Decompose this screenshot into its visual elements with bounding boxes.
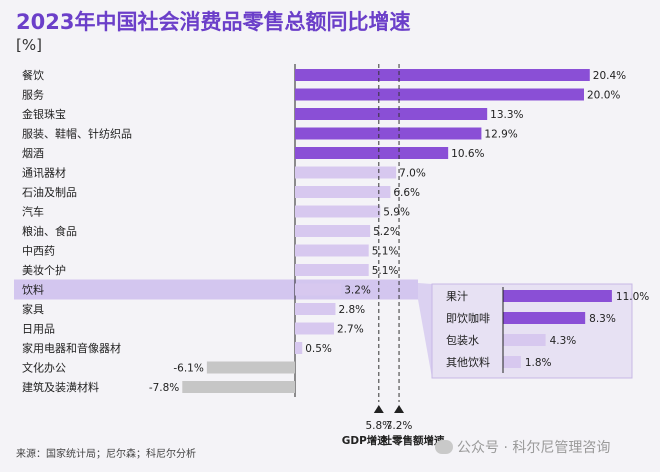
category-label-2: 金银珠宝 <box>22 107 66 121</box>
bar-8 <box>295 225 371 237</box>
value-label-12: 2.8% <box>338 304 365 316</box>
watermark: 公众号 · 科尔尼管理咨询 <box>435 437 610 457</box>
breakdown-label-2: 包装水 <box>446 334 479 347</box>
category-label-0: 餐饮 <box>22 68 44 82</box>
unit-label: [%] <box>16 36 42 54</box>
category-label-6: 石油及制品 <box>22 185 77 199</box>
bar-5 <box>295 166 397 179</box>
breakdown-value-3: 1.8% <box>525 357 552 369</box>
category-label-15: 文化办公 <box>22 361 66 375</box>
value-label-13: 2.7% <box>337 324 364 336</box>
bar-10 <box>295 264 369 276</box>
category-label-3: 服装、鞋帽、针纺织品 <box>22 127 132 141</box>
value-label-16: -7.8% <box>149 382 179 394</box>
breakdown-bar-3 <box>503 356 521 368</box>
value-label-5: 7.0% <box>399 168 426 180</box>
breakdown-bar-2 <box>503 334 546 346</box>
breakdown-connector <box>371 279 432 378</box>
category-label-8: 粮油、食品 <box>22 224 77 238</box>
reference-marker-1 <box>394 405 405 413</box>
bar-2 <box>295 108 488 120</box>
category-label-9: 中西药 <box>22 245 55 258</box>
bar-14 <box>295 342 303 354</box>
value-label-15: -6.1% <box>173 363 203 375</box>
value-label-9: 5.1% <box>372 246 399 258</box>
breakdown-label-0: 果汁 <box>446 290 468 303</box>
bar-16 <box>182 381 295 393</box>
value-label-4: 10.6% <box>451 148 484 160</box>
reference-name-1: 社零售额增速 <box>381 434 445 447</box>
breakdown-value-2: 4.3% <box>550 335 577 347</box>
bar-15 <box>206 361 295 374</box>
chart-title: 2023年中国社会消费品零售总额同比增速 <box>16 10 411 34</box>
category-label-13: 日用品 <box>22 323 55 336</box>
reference-name-0: GDP增速 <box>342 434 389 447</box>
bar-6 <box>295 186 391 198</box>
value-label-10: 5.1% <box>372 265 399 277</box>
breakdown-label-1: 即饮咖啡 <box>446 311 490 325</box>
value-label-14: 0.5% <box>305 343 332 355</box>
category-label-7: 汽车 <box>22 205 44 219</box>
breakdown-bar-0 <box>503 290 612 302</box>
value-label-3: 12.9% <box>484 129 517 141</box>
wechat-icon <box>435 440 453 454</box>
breakdown-bar-1 <box>503 312 586 324</box>
value-label-2: 13.3% <box>490 109 523 121</box>
bar-13 <box>295 322 335 335</box>
category-label-11: 饮料 <box>22 283 44 297</box>
category-label-10: 美妆个护 <box>22 263 66 277</box>
source-note: 来源：国家统计局；尼尔森；科尼尔分析 <box>16 449 196 460</box>
value-label-0: 20.4% <box>593 70 626 82</box>
bar-1 <box>295 88 584 101</box>
bar-0 <box>295 69 590 81</box>
value-label-8: 5.2% <box>373 226 400 238</box>
reference-value-0: 5.8% <box>365 420 392 432</box>
breakdown-label-3: 其他饮料 <box>446 355 490 369</box>
category-label-12: 家具 <box>22 302 44 316</box>
value-label-6: 6.6% <box>393 187 420 199</box>
breakdown-value-1: 8.3% <box>589 313 616 325</box>
bar-11 <box>295 283 342 296</box>
category-label-16: 建筑及装潢材料 <box>22 380 99 394</box>
bar-7 <box>295 205 381 218</box>
bar-9 <box>295 244 369 257</box>
category-label-4: 烟酒 <box>22 146 44 160</box>
reference-value-1: 7.2% <box>386 420 413 432</box>
reference-marker-0 <box>373 405 384 413</box>
category-label-1: 服务 <box>22 89 44 102</box>
value-label-1: 20.0% <box>587 90 620 102</box>
bar-3 <box>295 127 482 140</box>
value-label-7: 5.9% <box>383 207 410 219</box>
breakdown-value-0: 11.0% <box>616 291 649 303</box>
category-label-5: 通讯器材 <box>22 166 66 180</box>
bar-12 <box>295 303 336 315</box>
value-label-11: 3.2% <box>344 285 371 297</box>
watermark-text: 公众号 · 科尔尼管理咨询 <box>457 440 611 456</box>
bar-4 <box>295 147 449 159</box>
category-label-14: 家用电器和音像器材 <box>22 341 121 355</box>
